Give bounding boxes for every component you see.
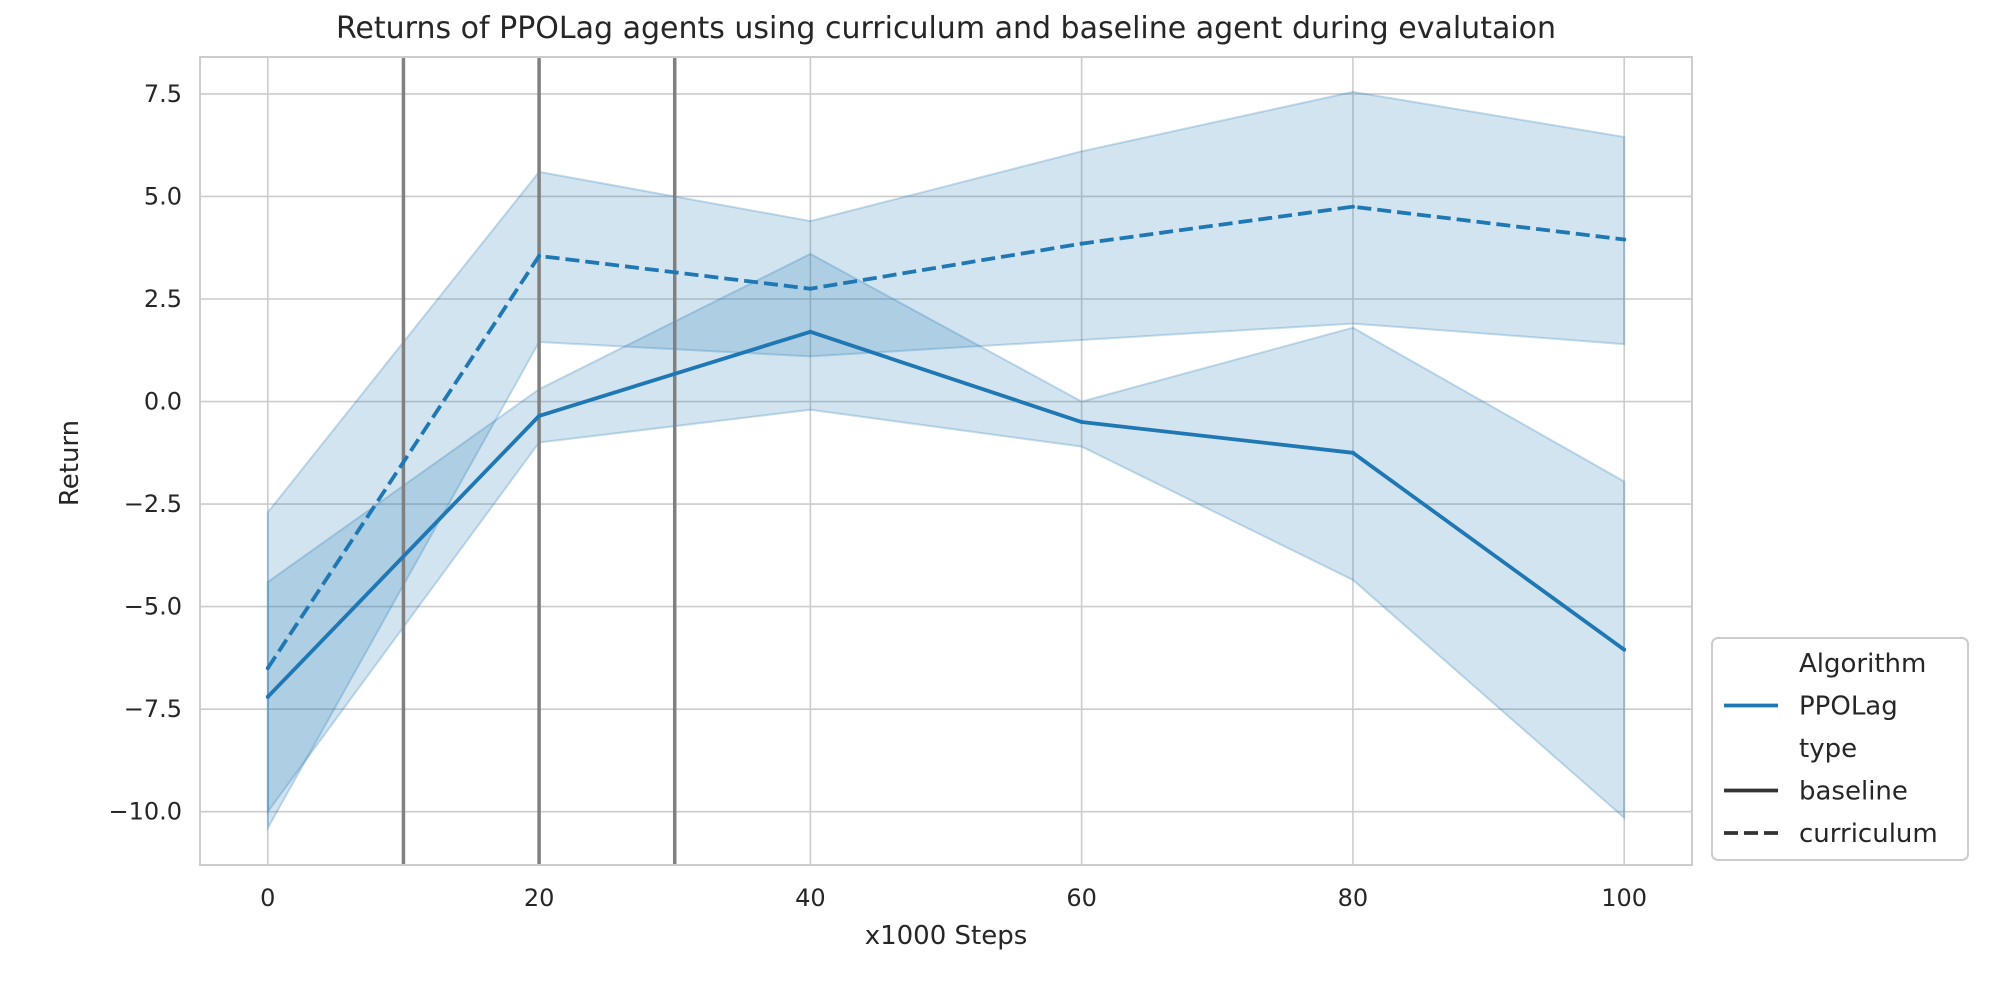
y-tick-label-6: 5.0 <box>144 182 182 210</box>
x-tick-label-5: 100 <box>1601 884 1647 912</box>
data-point-curriculum-3 <box>1079 241 1084 246</box>
legend-label-type: type <box>1799 734 1857 764</box>
data-point-curriculum-5 <box>1622 237 1627 242</box>
y-tick-label-2: −5.0 <box>124 593 182 621</box>
y-tick-label-1: −7.5 <box>124 695 182 723</box>
legend-label-curriculum: curriculum <box>1799 819 1938 849</box>
data-point-baseline-0 <box>265 694 270 699</box>
plot-background <box>200 57 1692 865</box>
data-point-baseline-5 <box>1622 647 1627 652</box>
legend: Algorithm PPOLag type baseline curriculum <box>1711 637 1969 861</box>
x-tick-label-3: 60 <box>1066 884 1097 912</box>
data-point-baseline-2 <box>808 329 813 334</box>
y-tick-label-5: 2.5 <box>144 285 182 313</box>
plot-frame <box>199 56 1693 866</box>
x-axis-ticks: 0 20 40 60 80 100 <box>260 884 1647 912</box>
data-point-baseline-1 <box>537 413 542 418</box>
data-point-curriculum-2 <box>808 286 813 291</box>
y-axis-ticks: −10.0 −7.5 −5.0 −2.5 0.0 2.5 5.0 7.5 <box>108 80 182 826</box>
y-axis-label: Return <box>55 420 85 506</box>
legend-box <box>1711 637 1969 861</box>
plot-area <box>200 57 1692 865</box>
legend-label-Algorithm: Algorithm <box>1799 649 1926 679</box>
x-tick-label-2: 40 <box>795 884 826 912</box>
data-point-baseline-4 <box>1350 450 1355 455</box>
data-point-curriculum-1 <box>537 253 542 258</box>
y-tick-label-4: 0.0 <box>144 388 182 416</box>
x-tick-label-0: 0 <box>260 884 275 912</box>
chart-title: Returns of PPOLag agents using curriculu… <box>336 11 1556 46</box>
y-tick-label-7: 7.5 <box>144 80 182 108</box>
x-tick-label-4: 80 <box>1338 884 1369 912</box>
legend-label-baseline: baseline <box>1799 777 1908 807</box>
data-point-curriculum-4 <box>1350 204 1355 209</box>
x-tick-label-1: 20 <box>524 884 555 912</box>
grid-lines <box>200 57 1692 865</box>
plot-border <box>199 56 1693 866</box>
series-lines <box>265 204 1627 699</box>
series-line-curriculum <box>266 204 1625 670</box>
data-point-baseline-3 <box>1079 420 1084 425</box>
series-line-baseline <box>266 329 1626 699</box>
data-point-curriculum-0 <box>265 666 270 671</box>
y-tick-label-3: −2.5 <box>124 490 182 518</box>
x-axis-label: x1000 Steps <box>865 921 1028 951</box>
legend-label-PPOLag: PPOLag <box>1799 692 1898 722</box>
y-tick-label-0: −10.0 <box>108 798 182 826</box>
